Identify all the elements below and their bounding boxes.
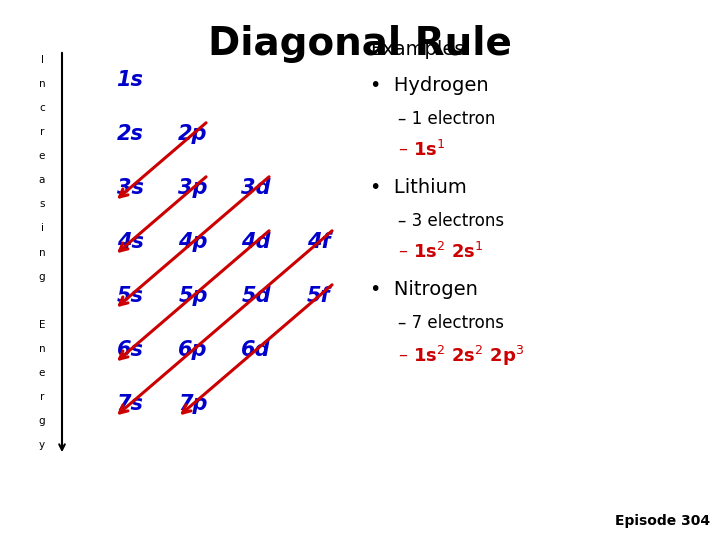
Text: – 3 electrons: – 3 electrons <box>398 212 504 230</box>
Text: n: n <box>39 247 45 258</box>
Text: i: i <box>40 224 43 233</box>
Text: •  Lithium: • Lithium <box>370 178 467 197</box>
Text: s: s <box>40 199 45 210</box>
Text: 2s: 2s <box>117 124 143 144</box>
Text: r: r <box>40 127 44 137</box>
Text: 7s: 7s <box>117 394 143 414</box>
Text: e: e <box>39 151 45 161</box>
Text: 6s: 6s <box>117 340 143 360</box>
Text: 4s: 4s <box>117 232 143 252</box>
Text: Episode 304: Episode 304 <box>615 514 710 528</box>
Text: 6p: 6p <box>179 340 208 360</box>
Text: n: n <box>39 79 45 89</box>
Text: 6d: 6d <box>241 340 271 360</box>
Text: 3s: 3s <box>117 178 143 198</box>
Text: n: n <box>39 344 45 354</box>
Text: 2p: 2p <box>179 124 208 144</box>
Text: – 1s$^{1}$: – 1s$^{1}$ <box>398 140 446 160</box>
Text: 5p: 5p <box>179 286 208 306</box>
Text: 4p: 4p <box>179 232 208 252</box>
Text: – 7 electrons: – 7 electrons <box>398 314 504 332</box>
Text: r: r <box>40 392 44 402</box>
Text: g: g <box>39 272 45 281</box>
Text: •  Nitrogen: • Nitrogen <box>370 280 478 299</box>
Text: 7p: 7p <box>179 394 208 414</box>
Text: •  Hydrogen: • Hydrogen <box>370 76 489 95</box>
Text: 5d: 5d <box>241 286 271 306</box>
Text: 3p: 3p <box>179 178 208 198</box>
Text: E: E <box>39 320 45 330</box>
Text: y: y <box>39 440 45 450</box>
Text: 5f: 5f <box>307 286 330 306</box>
Text: 4f: 4f <box>307 232 330 252</box>
Text: – 1s$^{2}$ 2s$^{1}$: – 1s$^{2}$ 2s$^{1}$ <box>398 242 484 262</box>
Text: Examples:: Examples: <box>370 40 471 59</box>
Text: – 1s$^{2}$ 2s$^{2}$ 2p$^{3}$: – 1s$^{2}$ 2s$^{2}$ 2p$^{3}$ <box>398 344 524 368</box>
Text: 3d: 3d <box>241 178 271 198</box>
Text: a: a <box>39 176 45 185</box>
Text: I: I <box>40 55 43 65</box>
Text: Diagonal Rule: Diagonal Rule <box>208 25 512 63</box>
Text: c: c <box>39 103 45 113</box>
Text: 4d: 4d <box>241 232 271 252</box>
Text: g: g <box>39 416 45 426</box>
Text: 1s: 1s <box>117 70 143 90</box>
Text: 5s: 5s <box>117 286 143 306</box>
Text: e: e <box>39 368 45 378</box>
Text: – 1 electron: – 1 electron <box>398 110 495 128</box>
